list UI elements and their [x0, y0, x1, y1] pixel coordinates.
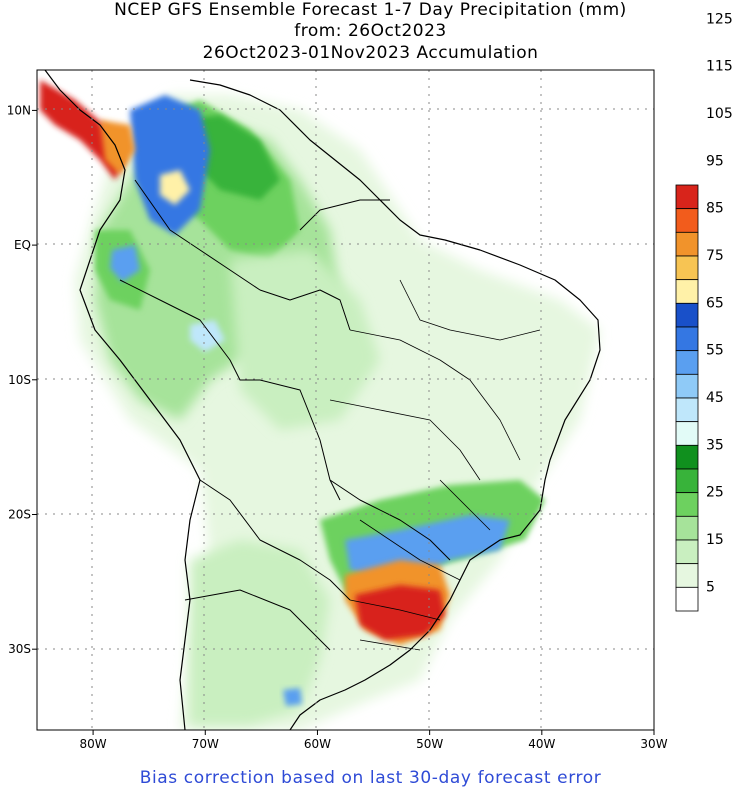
bias-correction-note: Bias correction based on last 30-day for… — [139, 768, 602, 788]
legend-label: 55 — [706, 343, 724, 359]
legend-swatch — [675, 208, 699, 233]
legend-swatch — [675, 255, 699, 281]
color-legend: 5152535455565758595105115125135 — [675, 11, 733, 612]
precip-area-panama — [40, 80, 125, 180]
lon-tick-label: 70W — [192, 737, 219, 751]
legend-swatch — [675, 231, 699, 257]
lon-tick-label: 80W — [80, 737, 107, 751]
longitude-axis: 80W 70W 60W 50W 40W 30W — [80, 730, 668, 751]
legend-swatch — [675, 350, 699, 375]
title-line-2: from: 26Oct2023 — [294, 21, 447, 41]
legend-swatch — [675, 563, 699, 588]
legend-swatch — [675, 444, 699, 470]
precip-area-colombia-yellow — [160, 170, 190, 205]
legend-label: 95 — [706, 153, 724, 169]
map-plot-area — [37, 70, 654, 730]
lon-tick-label: 30W — [640, 737, 667, 751]
legend-swatch — [675, 468, 699, 494]
lat-tick-label: EQ — [14, 238, 31, 252]
map-frame — [36, 69, 655, 731]
legend-label: 5 — [706, 579, 715, 595]
lon-tick-label: 60W — [304, 737, 331, 751]
precip-area-central — [230, 250, 380, 430]
country-borders — [119, 179, 451, 651]
legend-label: 115 — [706, 59, 733, 75]
legend-swatch — [675, 184, 699, 210]
lat-tick-label: 20S — [8, 507, 31, 521]
precip-area-argentina-spot — [283, 688, 302, 706]
legend-swatch — [675, 515, 699, 541]
legend-label: 125 — [706, 11, 733, 27]
legend-label: 45 — [706, 390, 724, 406]
legend-swatch — [675, 373, 699, 399]
legend-label: 65 — [706, 295, 724, 311]
title-line-1: NCEP GFS Ensemble Forecast 1-7 Day Preci… — [114, 0, 627, 20]
legend-label: 105 — [706, 106, 733, 122]
lon-tick-label: 50W — [416, 737, 443, 751]
south-america-coastline — [44, 70, 601, 730]
lat-tick-label: 10S — [8, 373, 31, 387]
legend-label: 85 — [706, 201, 724, 217]
precip-area-argentina — [190, 540, 330, 725]
state-borders — [329, 279, 541, 651]
legend-swatch — [675, 421, 699, 446]
legend-label: 15 — [706, 532, 724, 548]
precip-area-pacific-orange — [100, 120, 135, 175]
lat-tick-label: 30S — [8, 642, 31, 656]
lon-tick-label: 40W — [528, 737, 555, 751]
lat-tick-label: 10N — [7, 103, 31, 117]
legend-swatch — [675, 302, 699, 328]
precip-area-south-red — [355, 585, 445, 640]
precipitation-map: 80W 70W 60W 50W 40W 30W 10N EQ 10S 20S 30S 5 15 25 3… — [7, 11, 733, 751]
coastlines-and-borders — [44, 70, 601, 730]
precip-area-colombia-blue — [130, 95, 210, 235]
legend-label: 75 — [706, 248, 724, 264]
precip-area-peru-blue — [110, 245, 140, 282]
legend-swatch — [675, 279, 699, 304]
legend-swatch — [675, 326, 699, 352]
precip-area-amazon-spot — [190, 320, 225, 352]
legend-swatch — [675, 586, 699, 612]
legend-label: 25 — [706, 485, 724, 501]
legend-swatch — [675, 397, 699, 423]
title-line-3: 26Oct2023-01Nov2023 Accumulation — [202, 43, 539, 63]
legend-swatch — [675, 539, 699, 565]
latitude-axis: 10N EQ 10S 20S 30S — [7, 103, 37, 656]
legend-swatch — [675, 492, 699, 517]
legend-label: 35 — [706, 437, 724, 453]
